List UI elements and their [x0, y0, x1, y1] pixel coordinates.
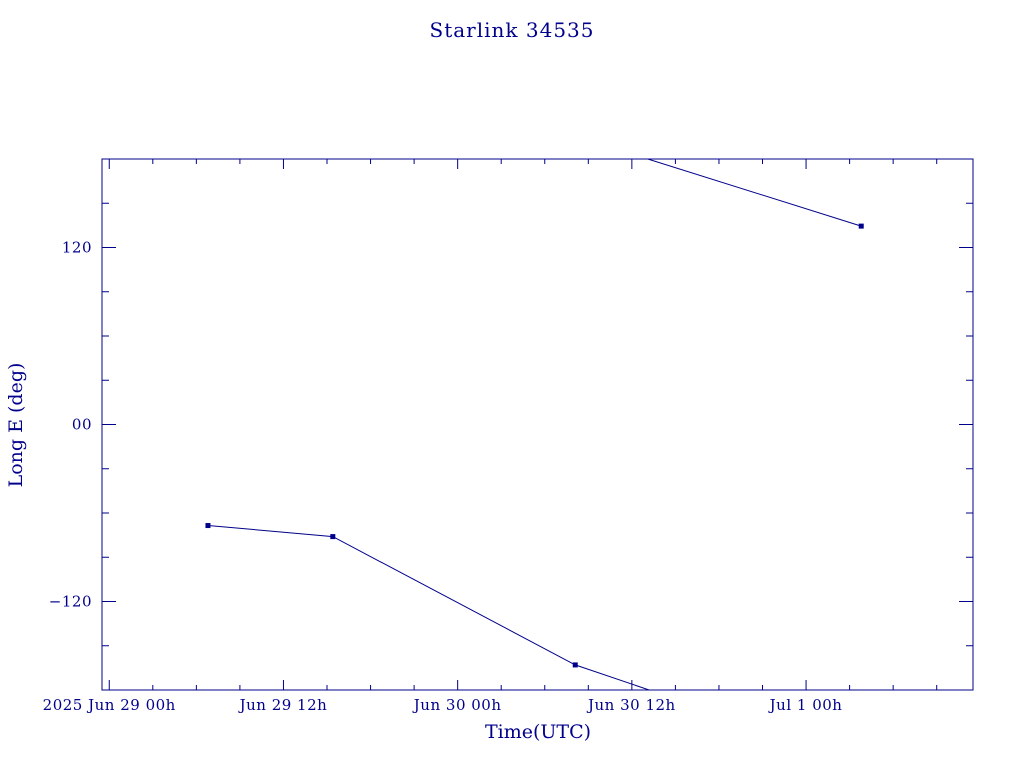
axes-frame: [101, 158, 974, 691]
data-point: [205, 523, 211, 529]
data-point: [330, 534, 336, 540]
y-axis: 120 00 −120: [49, 202, 973, 647]
chart-title: Starlink 34535: [430, 18, 595, 42]
y-tick-label: 120: [62, 239, 92, 257]
x-tick-label: Jun 30 12h: [586, 696, 676, 714]
x-tick-label: Jun 30 00h: [412, 696, 502, 714]
y-tick-label: 00: [72, 416, 92, 434]
x-axis: 2025 Jun 29 00h Jun 29 12h Jun 30 00h Jun 3…: [43, 159, 938, 714]
series-layer: [207, 159, 862, 690]
x-tick-label: 2025 Jun 29 00h: [43, 696, 176, 714]
y-axis-label: Long E (deg): [5, 363, 27, 488]
plot-frame: [101, 158, 974, 691]
data-point: [572, 662, 578, 668]
marker-layer: [205, 223, 864, 668]
x-tick-label: Jun 29 12h: [238, 696, 328, 714]
data-point: [858, 223, 864, 229]
y-tick-label: −120: [49, 593, 92, 611]
series-line-2: [647, 159, 862, 227]
x-axis-label: Time(UTC): [485, 721, 591, 743]
series-line-1: [207, 525, 651, 690]
x-tick-label: Jul 1 00h: [768, 696, 843, 714]
